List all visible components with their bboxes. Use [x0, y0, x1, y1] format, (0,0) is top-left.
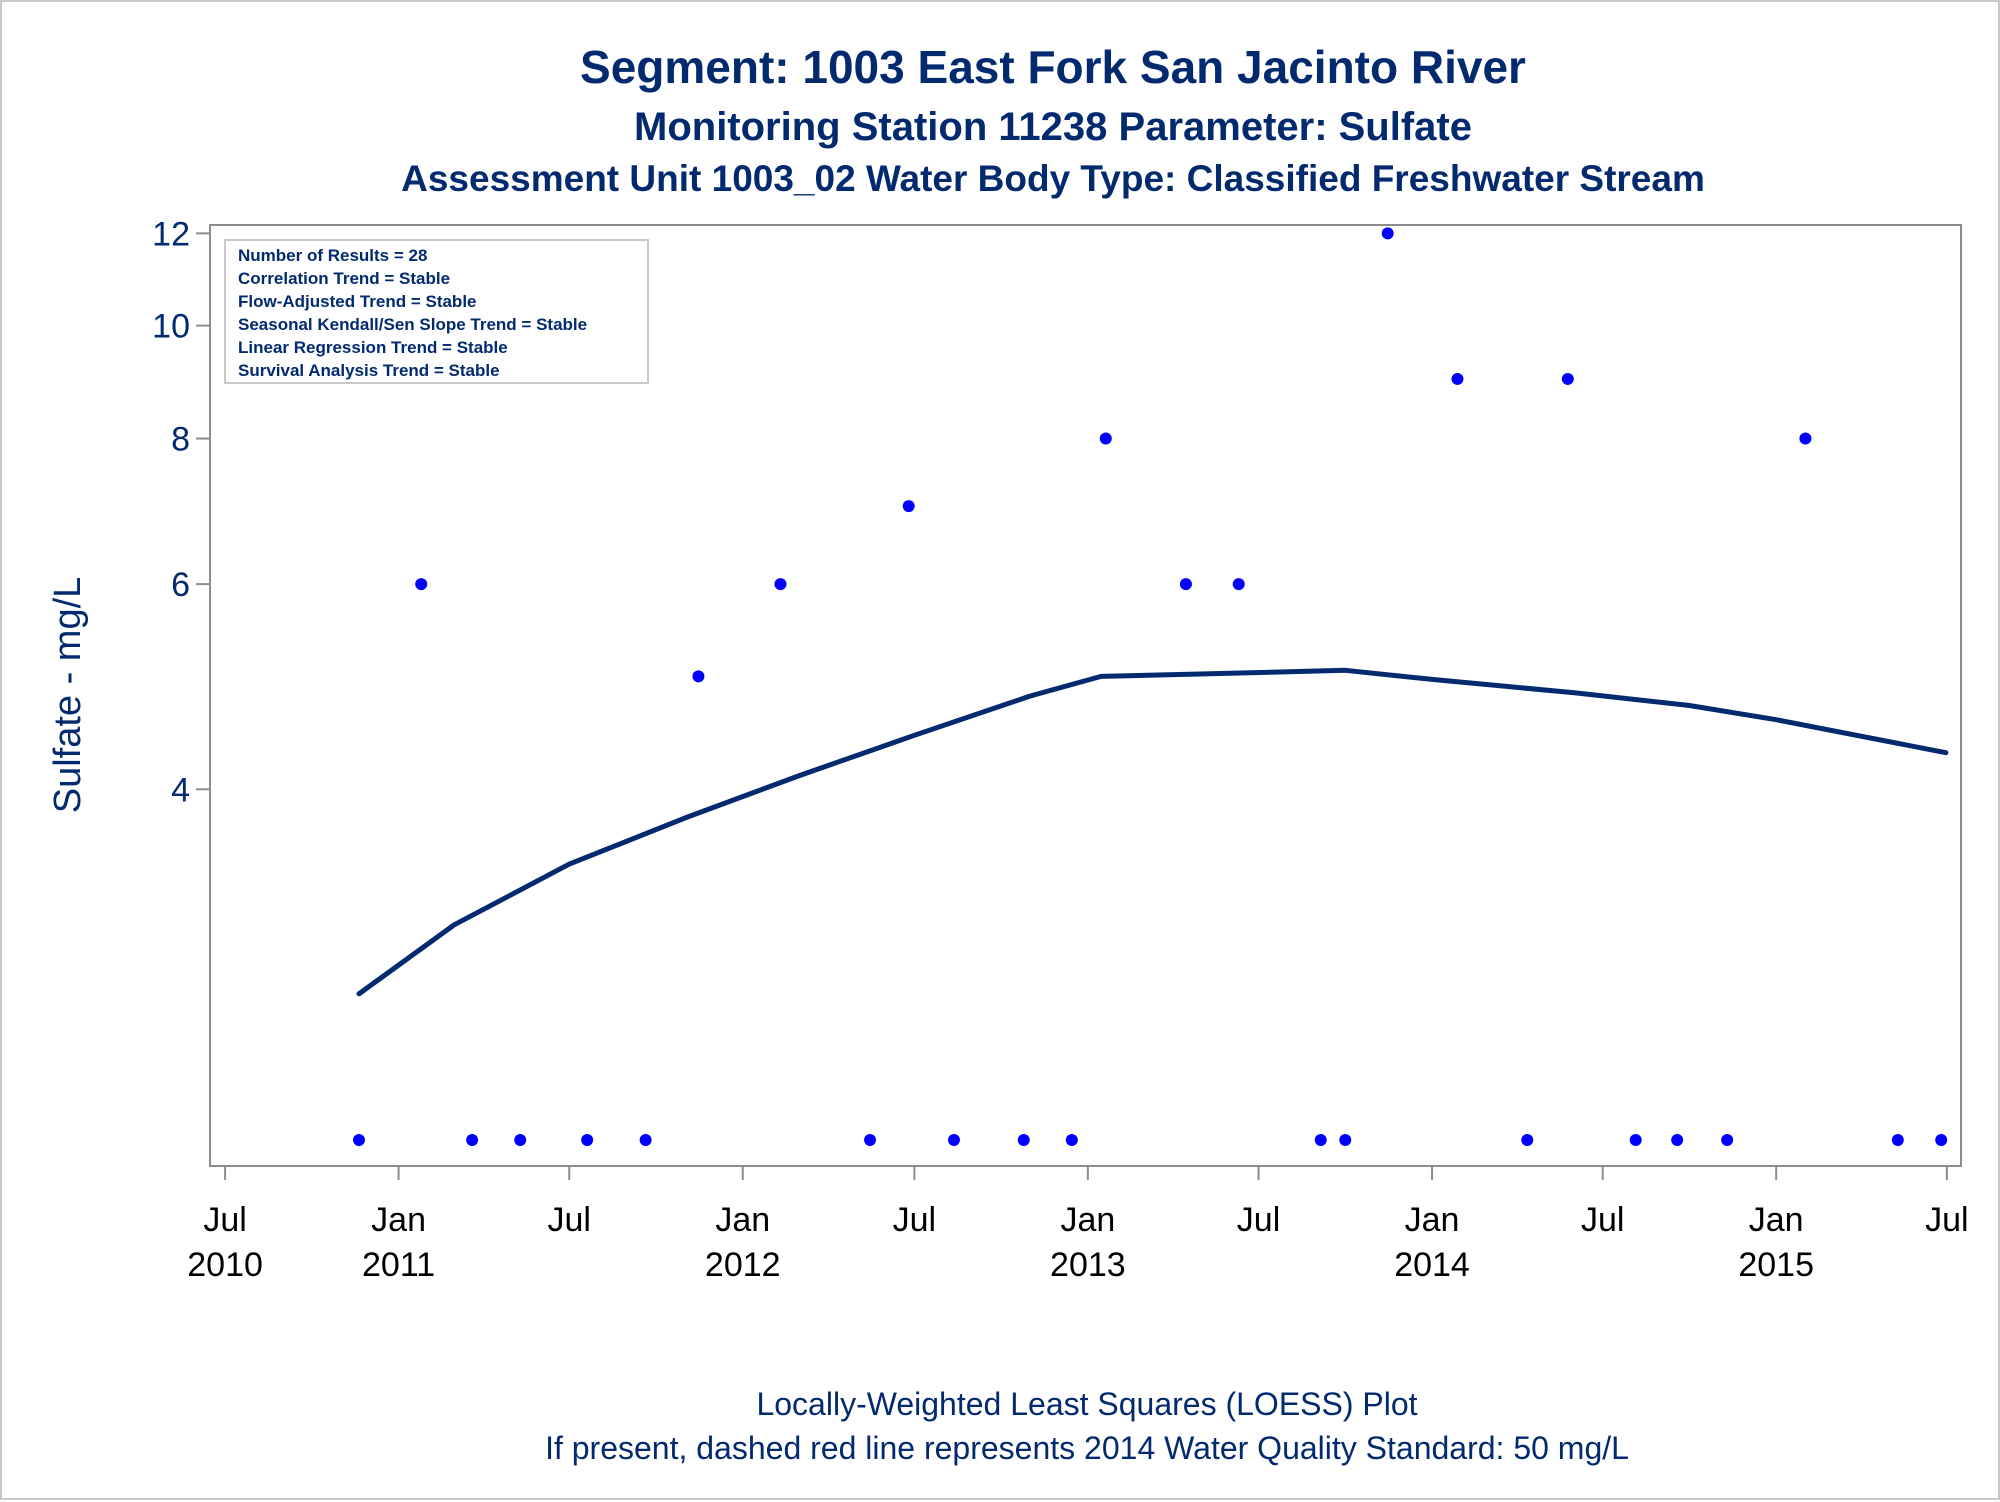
stats-legend: Number of Results = 28 Correlation Trend… [224, 239, 649, 384]
data-point [352, 1134, 365, 1147]
data-point [1521, 1134, 1534, 1147]
x-tick-year-label: 2011 [362, 1246, 435, 1284]
x-tick-label: Jul [1581, 1201, 1624, 1239]
data-point [581, 1134, 594, 1147]
data-point [1561, 372, 1574, 385]
data-point [639, 1134, 652, 1147]
x-tick-label: Jul [1925, 1201, 1968, 1239]
data-point [466, 1134, 479, 1147]
y-tick-label: 6 [171, 566, 190, 604]
y-axis: 4 6 8 10 12 [152, 215, 210, 809]
footnote-loess: Locally-Weighted Least Squares (LOESS) P… [756, 1386, 1417, 1422]
stat-linear-regression-trend: Linear Regression Trend = Stable [238, 338, 508, 357]
data-point [1891, 1134, 1904, 1147]
loess-layer [356, 667, 1949, 997]
data-point [1339, 1134, 1352, 1147]
data-point [1099, 432, 1112, 445]
x-axis: Jul 2010 Jan 2011 Jul Jan 2012 Jul Jan 2013 Jul Jan… [187, 1166, 1969, 1284]
stat-correlation-trend: Correlation Trend = Stable [238, 269, 450, 288]
x-tick-year-label: 2015 [1738, 1246, 1814, 1284]
data-point [1381, 227, 1394, 240]
stat-number-of-results: Number of Results = 28 [238, 246, 427, 265]
stat-flow-adjusted-trend: Flow-Adjusted Trend = Stable [238, 292, 477, 311]
y-axis-label: Sulfate - mg/L [47, 577, 89, 814]
x-tick-label: Jan [1060, 1201, 1115, 1239]
data-point [1799, 432, 1812, 445]
footnote-standard: If present, dashed red line represents 2… [545, 1430, 1629, 1466]
loess-trend-line [356, 667, 1949, 997]
data-point [1232, 578, 1245, 591]
x-tick-year-label: 2013 [1050, 1246, 1126, 1284]
stat-survival-analysis-trend: Survival Analysis Trend = Stable [238, 361, 500, 380]
data-point [864, 1134, 877, 1147]
x-tick-label: Jan [1749, 1201, 1804, 1239]
data-point [1629, 1134, 1642, 1147]
x-tick-label: Jan [371, 1201, 426, 1239]
data-point [514, 1134, 527, 1147]
data-point [415, 578, 428, 591]
stats-legend-box [224, 239, 649, 384]
y-tick-label: 4 [171, 771, 190, 809]
data-point [1451, 372, 1464, 385]
x-tick-label: Jan [1405, 1201, 1460, 1239]
x-tick-year-label: 2012 [705, 1246, 781, 1284]
x-tick-year-label: 2010 [187, 1246, 263, 1284]
chart-title: Segment: 1003 East Fork San Jacinto Rive… [580, 41, 1526, 93]
x-tick-label: Jul [203, 1201, 246, 1239]
x-tick-label: Jul [548, 1201, 591, 1239]
data-point [902, 500, 915, 513]
x-tick-label: Jan [715, 1201, 770, 1239]
data-point [1314, 1134, 1327, 1147]
data-point [774, 578, 787, 591]
x-tick-label: Jul [893, 1201, 936, 1239]
data-point [1179, 578, 1192, 591]
x-tick-label: Jul [1237, 1201, 1280, 1239]
x-tick-year-label: 2014 [1394, 1246, 1470, 1284]
stat-seasonal-kendall-trend: Seasonal Kendall/Sen Slope Trend = Stabl… [238, 315, 587, 334]
chart-subtitle-2: Assessment Unit 1003_02 Water Body Type:… [401, 158, 1705, 199]
data-point [1065, 1134, 1078, 1147]
data-point [1721, 1134, 1734, 1147]
data-point [1017, 1134, 1030, 1147]
plot-area [209, 224, 1962, 1167]
data-point [1935, 1134, 1948, 1147]
y-tick-label: 10 [152, 308, 190, 346]
data-point [1671, 1134, 1684, 1147]
chart-subtitle: Monitoring Station 11238 Parameter: Sulf… [634, 105, 1472, 149]
data-point [947, 1134, 960, 1147]
y-tick-label: 8 [171, 421, 190, 459]
data-point [692, 670, 705, 683]
y-tick-label: 12 [152, 215, 190, 253]
points-layer [352, 227, 1948, 1147]
